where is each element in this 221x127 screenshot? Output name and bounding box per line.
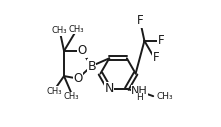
Text: N: N <box>105 82 114 95</box>
Text: B: B <box>87 60 96 73</box>
Text: CH₃: CH₃ <box>64 92 79 101</box>
Text: H: H <box>136 93 143 102</box>
Text: CH₃: CH₃ <box>157 92 174 101</box>
Text: CH₃: CH₃ <box>46 87 62 96</box>
Text: F: F <box>137 14 144 27</box>
Text: CH₃: CH₃ <box>51 26 67 35</box>
Text: F: F <box>157 34 164 47</box>
Text: O: O <box>73 72 82 85</box>
Text: CH₃: CH₃ <box>69 25 84 34</box>
Text: O: O <box>77 44 86 57</box>
Text: F: F <box>152 51 159 64</box>
Text: NH: NH <box>131 86 148 96</box>
